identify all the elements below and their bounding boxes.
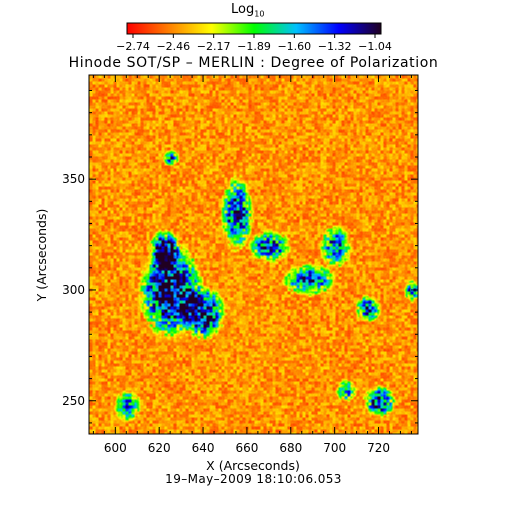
- x-tick-label: 700: [323, 441, 346, 455]
- colorbar: [126, 22, 382, 38]
- heatmap-image: [89, 75, 418, 434]
- y-axis-label: Y (Arcseconds): [34, 209, 49, 303]
- plot-frame: [88, 74, 419, 435]
- x-tick-label: 660: [235, 441, 258, 455]
- colorbar-tick-label: −2.17: [197, 40, 231, 53]
- colorbar-tick-label: −1.32: [318, 40, 352, 53]
- x-axis-label: X (Arcseconds): [206, 458, 300, 473]
- colorbar-tick-labels: −2.74 −2.46 −2.17 −1.89 −1.60 −1.32 −1.04: [116, 40, 392, 53]
- y-tick-label: 300: [62, 283, 85, 297]
- colorbar-tick-label: −2.46: [156, 40, 190, 53]
- x-axis: 600 620 640 660 680 700 720: [92, 75, 412, 455]
- polarization-map: [89, 75, 418, 434]
- colorbar-tick-label: −1.89: [237, 40, 271, 53]
- footer-timestamp: 19–May–2009 18:10:06.053: [165, 472, 342, 486]
- x-tick-label: 620: [148, 441, 171, 455]
- colorbar-tick-label: −1.60: [277, 40, 311, 53]
- x-tick-label: 680: [279, 441, 302, 455]
- x-tick-label: 640: [192, 441, 215, 455]
- y-tick-label: 350: [62, 172, 85, 186]
- y-axis: 250 300 350: [62, 90, 418, 424]
- colorbar-tick-marks: [132, 34, 376, 38]
- x-tick-label: 720: [367, 441, 390, 455]
- chart-title: Hinode SOT/SP – MERLIN : Degree of Polar…: [68, 55, 439, 71]
- colorbar-tick-label: −2.74: [116, 40, 150, 53]
- colorbar-label: Log10: [231, 2, 265, 19]
- y-tick-label: 250: [62, 394, 85, 408]
- x-tick-label: 600: [104, 441, 127, 455]
- colorbar-tick-label: −1.04: [358, 40, 392, 53]
